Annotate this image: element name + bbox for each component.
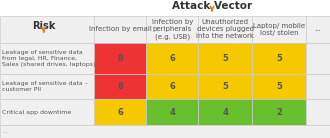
Bar — [198, 43, 252, 74]
Text: 5: 5 — [222, 82, 228, 91]
Text: Unauthorized
devices plugged
into the network: Unauthorized devices plugged into the ne… — [196, 19, 254, 39]
Text: Leakage of sensitive data
from legal, HR, Finance,
Sales (shared drives, laptops: Leakage of sensitive data from legal, HR… — [2, 50, 95, 67]
Text: 8: 8 — [117, 54, 123, 63]
Text: 6: 6 — [169, 54, 175, 63]
Bar — [306, 43, 330, 74]
Bar — [0, 74, 94, 99]
Text: 6: 6 — [169, 82, 175, 91]
Text: 8: 8 — [117, 82, 123, 91]
Bar — [252, 16, 306, 43]
Bar — [306, 16, 330, 43]
Bar — [252, 74, 306, 99]
Bar — [146, 74, 198, 99]
Bar — [94, 43, 146, 74]
Text: Risk: Risk — [32, 21, 55, 31]
Bar — [146, 99, 198, 125]
Text: 5: 5 — [276, 82, 282, 91]
Text: Leakage of sensitive data –
customer PII: Leakage of sensitive data – customer PII — [2, 81, 88, 92]
Text: 6: 6 — [117, 108, 123, 117]
Text: 5: 5 — [222, 54, 228, 63]
Text: Laptop/ mobile
lost/ stolen: Laptop/ mobile lost/ stolen — [253, 23, 305, 36]
Text: ...: ... — [2, 129, 8, 134]
Bar — [198, 99, 252, 125]
Text: 5: 5 — [276, 54, 282, 63]
Bar — [94, 99, 146, 125]
Text: Infection by
peripherals
(e.g. USB): Infection by peripherals (e.g. USB) — [151, 19, 193, 40]
Bar — [252, 43, 306, 74]
Bar — [0, 99, 94, 125]
Text: Critical app downtime: Critical app downtime — [2, 110, 71, 115]
Text: 4: 4 — [222, 108, 228, 117]
Bar — [146, 43, 198, 74]
Bar — [94, 16, 146, 43]
Bar — [0, 0, 330, 16]
Text: 4: 4 — [169, 108, 175, 117]
Bar — [94, 74, 146, 99]
Text: ...: ... — [314, 26, 321, 32]
Bar — [146, 16, 198, 43]
Bar — [0, 43, 94, 74]
Bar — [198, 74, 252, 99]
Bar — [252, 99, 306, 125]
Text: 2: 2 — [276, 108, 282, 117]
Bar — [306, 74, 330, 99]
Text: Infection by email: Infection by email — [89, 26, 151, 32]
Bar — [0, 125, 330, 138]
Bar — [0, 16, 94, 43]
Bar — [198, 16, 252, 43]
Text: Attack Vector: Attack Vector — [172, 1, 252, 11]
Bar — [306, 99, 330, 125]
